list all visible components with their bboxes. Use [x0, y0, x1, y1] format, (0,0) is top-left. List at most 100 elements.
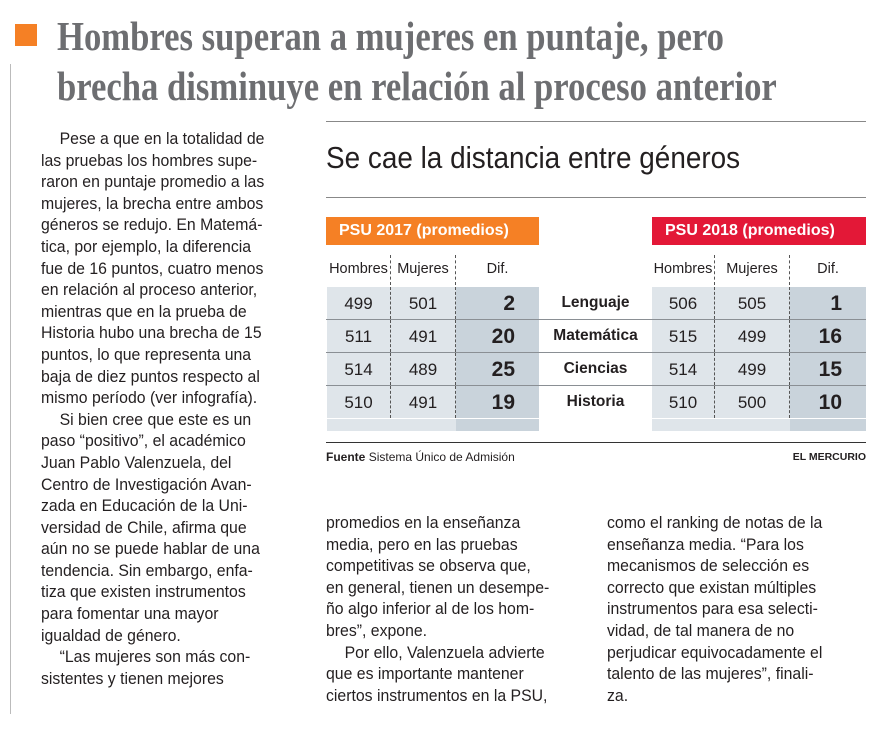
article-line: géneros se redujo. En Matemá-	[41, 215, 263, 235]
psu2017-mujeres-cell: 501	[391, 287, 456, 319]
psu2017-mujeres-cell: 491	[391, 386, 456, 418]
column-header-0: Hombres	[653, 261, 713, 277]
article-line: competitivas se observa que,	[326, 556, 531, 576]
article-line: vidad, de tal manera de no	[607, 620, 795, 640]
row-divider	[326, 385, 866, 386]
article-line: Historia hubo una brecha de 15	[41, 323, 262, 343]
table-pad	[456, 419, 539, 431]
row-divider	[326, 319, 866, 320]
article-line: correcto que existan múltiples	[607, 577, 817, 597]
article-column-2: promedios en la enseñanza media, pero en …	[326, 512, 566, 706]
headline-line-2: brecha disminuye en relación al proceso …	[57, 63, 777, 109]
table-pad	[790, 419, 866, 431]
brand-credit: EL MERCURIO	[792, 451, 866, 463]
column-header-cell: Dif.	[456, 255, 539, 285]
subject-label: Historia	[566, 393, 625, 410]
psu2018-dif-cell: 1	[790, 287, 866, 319]
psu-2017-label: PSU 2017 (promedios)	[326, 217, 539, 245]
article-line: mecanismos de selección es	[607, 556, 810, 576]
article-line: Juan Pablo Valenzuela, del	[41, 452, 232, 472]
article-line: promedios en la enseñanza	[326, 513, 521, 532]
article-line: tiza que existen instrumentos	[41, 582, 246, 602]
article-line: sistentes y tienen mejores	[41, 668, 224, 688]
psu2018-mujeres-cell: 499	[715, 353, 790, 385]
article-line: raron en puntaje promedio a las	[41, 172, 265, 192]
article-line: “Las mujeres son más con-	[59, 647, 251, 667]
psu2017-hombres-cell: 514	[327, 353, 391, 385]
article-line: mismo período (ver infografía).	[41, 388, 258, 408]
article-line: paso “positivo”, el académico	[41, 431, 246, 451]
psu2017-dif-cell: 19	[456, 386, 539, 418]
column-header-2: Dif.	[486, 261, 509, 277]
article-line: las pruebas los hombres supe-	[41, 150, 258, 170]
psu2018-hombres-cell: 515	[652, 320, 715, 352]
headline-bullet	[15, 24, 37, 46]
column-header-2: Dif.	[817, 261, 839, 277]
psu2018-mujeres-cell: 500	[715, 386, 790, 418]
source-label: Fuente	[326, 450, 366, 464]
subject-label: Lenguaje	[561, 294, 630, 311]
article-line: zada en Educación de la Uni-	[41, 496, 248, 516]
infographic-title: Se cae la distancia entre géneros	[326, 140, 741, 175]
psu2018-hombres-cell: 506	[652, 287, 715, 319]
source-note: Fuente Sistema Único de Admisión	[326, 450, 515, 464]
psu2017-hombres-cell: 510	[327, 386, 391, 418]
article-line: Si bien cree que este es un	[59, 409, 252, 429]
article-line: talento de las mujeres”, finali-	[607, 664, 814, 684]
article-line: en relación al proceso anterior,	[41, 280, 258, 300]
article-line: perjudicar equivocadamente el	[607, 642, 823, 662]
psu2018-hombres-cell: 510	[652, 386, 715, 418]
article-line: como el ranking de notas de la	[607, 513, 823, 532]
table-pad	[652, 419, 790, 431]
article-line: fue de 16 puntos, cuatro menos	[41, 258, 264, 278]
article-line: baja de diez puntos respecto al	[41, 366, 260, 386]
psu-2018-label: PSU 2018 (promedios)	[652, 217, 866, 245]
article-line: que es importante mantener	[326, 664, 524, 684]
article-line: Pese a que en la totalidad de	[59, 129, 265, 148]
psu2018-dif-cell: 10	[790, 386, 866, 418]
article-line: para fomentar una mayor	[41, 604, 219, 624]
headline-line-1: Hombres superan a mujeres en puntaje, pe…	[57, 13, 724, 59]
article-line: media, pero en las pruebas	[326, 534, 518, 554]
psu2018-mujeres-cell: 505	[715, 287, 790, 319]
psu2017-hombres-cell: 499	[327, 287, 391, 319]
article-column-1: Pese a que en la totalidad de las pruebas…	[41, 128, 281, 689]
column-header-1: Mujeres	[726, 261, 778, 277]
psu2018-hombres-cell: 514	[652, 353, 715, 385]
column-divider	[10, 64, 11, 714]
infographic-bottom-rule	[326, 442, 866, 443]
subject-label: Matemática	[553, 327, 638, 344]
source-text: Sistema Único de Admisión	[368, 450, 515, 464]
article-line: tica, por ejemplo, la diferencia	[41, 236, 252, 256]
article-line: tendencia. Sin embargo, enfa-	[41, 560, 253, 580]
infographic-title-rule	[326, 197, 866, 198]
row-divider	[326, 352, 866, 353]
psu2017-dif-cell: 2	[456, 287, 539, 319]
article-line: Centro de Investigación Avan-	[41, 474, 252, 494]
table-pad	[327, 419, 456, 431]
column-header-cell: Dif.	[790, 255, 866, 285]
column-header-cell: Mujeres	[715, 255, 790, 285]
column-header-cell: Hombres	[327, 255, 391, 285]
psu2017-dif-cell: 20	[456, 320, 539, 352]
psu2018-dif-cell: 15	[790, 353, 866, 385]
subject-label: Ciencias	[563, 360, 628, 377]
psu2017-hombres-cell: 511	[327, 320, 391, 352]
article-column-3: como el ranking de notas de la enseñanza …	[607, 512, 839, 706]
column-header-0: Hombres	[329, 261, 388, 277]
psu2018-mujeres-cell: 499	[715, 320, 790, 352]
article-line: mujeres, la brecha entre ambos	[41, 193, 264, 213]
psu2018-dif-cell: 16	[790, 320, 866, 352]
article-line: enseñanza media. “Para los	[607, 534, 804, 554]
article-line: Por ello, Valenzuela advierte	[344, 642, 545, 662]
column-header-1: Mujeres	[397, 261, 449, 277]
article-line: versidad de Chile, afirma que	[41, 517, 247, 537]
infographic-top-rule	[326, 121, 866, 122]
article-line: instrumentos para esa selecti-	[607, 599, 818, 619]
column-header-cell: Mujeres	[391, 255, 456, 285]
article-line: ciertos instrumentos en la PSU,	[326, 685, 548, 705]
column-header-cell: Hombres	[652, 255, 715, 285]
article-line: mientras que en la prueba de	[41, 301, 247, 321]
article-line: za.	[607, 685, 629, 705]
article-line: aún no se puede hablar de una	[41, 539, 260, 559]
